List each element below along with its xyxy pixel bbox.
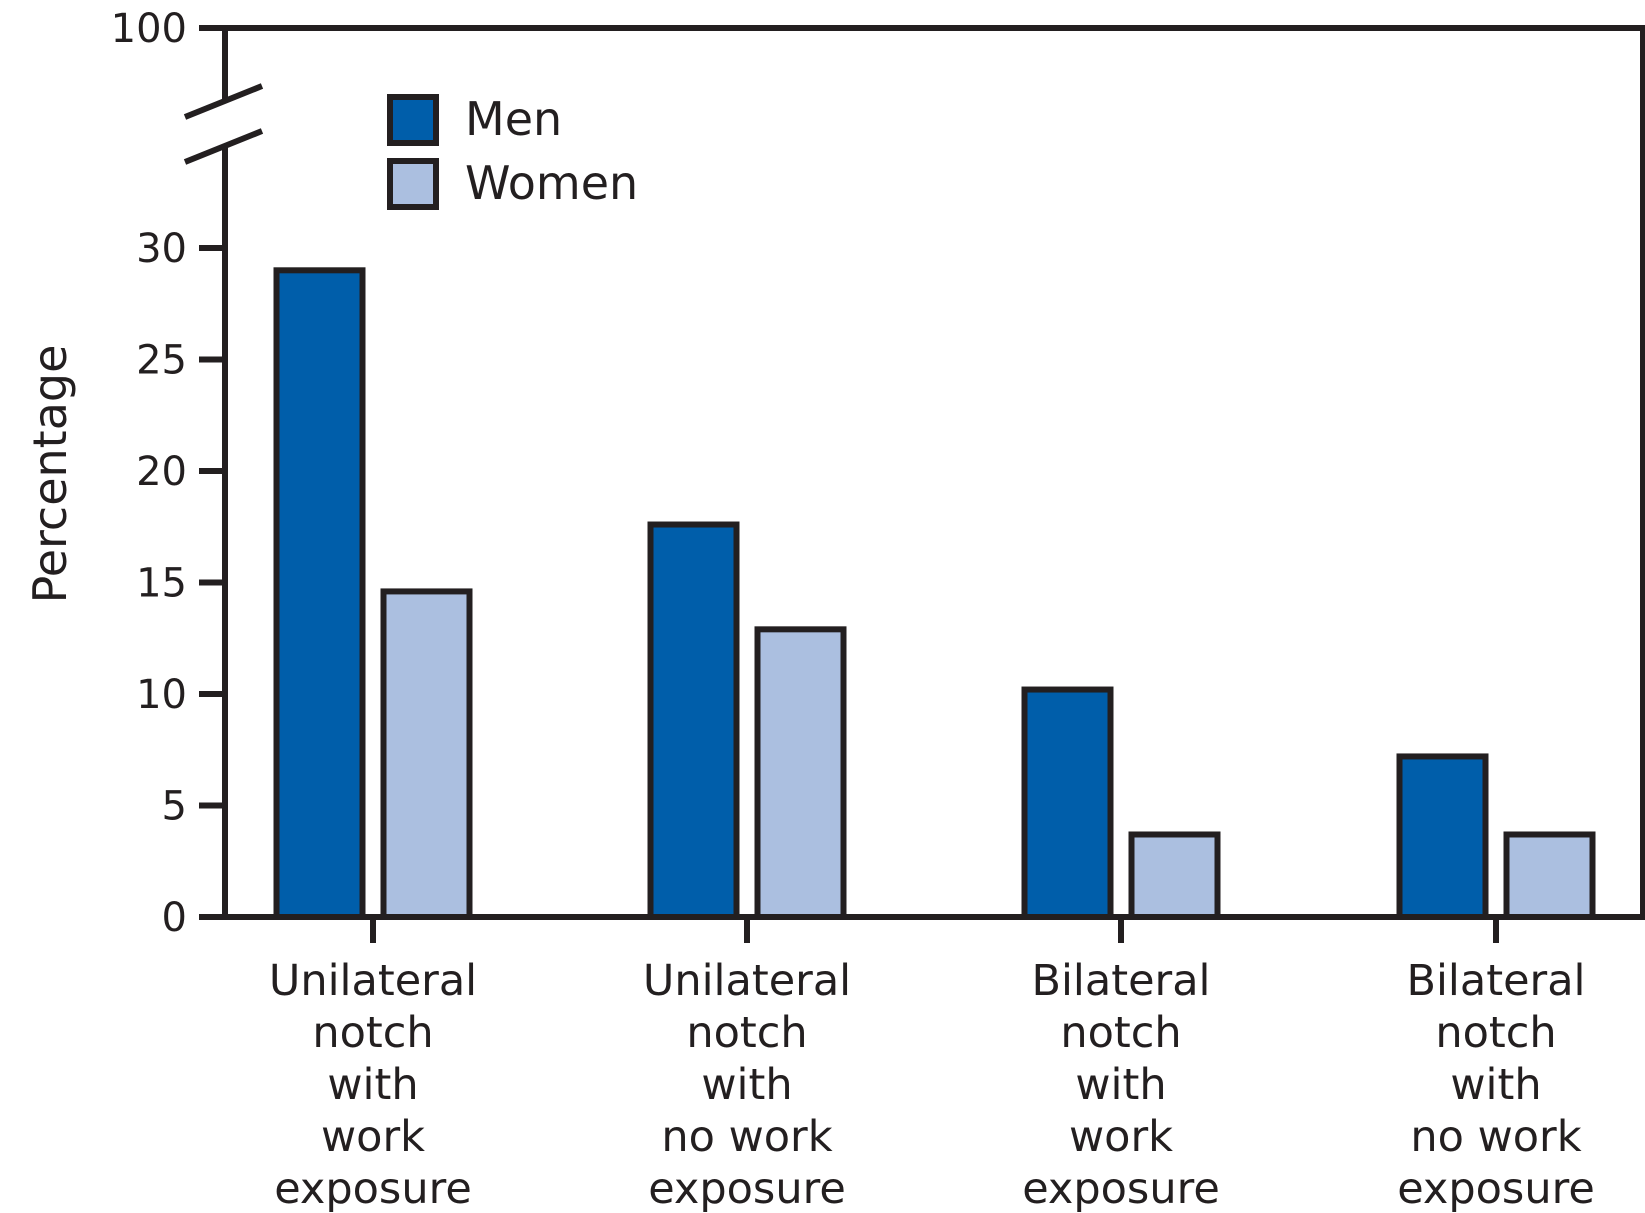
bar-women bbox=[1503, 831, 1596, 920]
x-category-label-line: Bilateral bbox=[1031, 956, 1210, 1006]
bar-men bbox=[647, 521, 740, 921]
x-category-label: Unilateral notch with work exposure bbox=[269, 956, 477, 1213]
y-tick-label: 5 bbox=[162, 784, 187, 830]
x-category-label-line: no work bbox=[661, 1112, 832, 1162]
axis-break-mark-lower bbox=[183, 128, 264, 165]
y-tick-label: 100 bbox=[111, 6, 187, 52]
y-tick-label: 20 bbox=[136, 449, 187, 495]
x-category-label-line: notch bbox=[312, 1008, 433, 1058]
y-axis-title: Percentage bbox=[23, 345, 77, 604]
x-category-label-line: with bbox=[327, 1060, 418, 1110]
legend-swatch-women bbox=[387, 158, 439, 210]
y-tick-label: 25 bbox=[136, 338, 187, 384]
x-category-label-line: Unilateral bbox=[643, 956, 851, 1006]
x-category-label-line: Bilateral bbox=[1406, 956, 1585, 1006]
x-category-label-line: work bbox=[1069, 1112, 1173, 1162]
y-tick-label: 10 bbox=[136, 672, 187, 718]
x-category-label-line: exposure bbox=[1022, 1164, 1220, 1213]
x-category-label-line: notch bbox=[1060, 1008, 1181, 1058]
x-category-label-line: notch bbox=[686, 1008, 807, 1058]
x-category-label-line: exposure bbox=[648, 1164, 846, 1213]
x-axis: Unilateral notch with work exposureUnilatera… bbox=[269, 917, 1595, 1213]
x-category-label-line: work bbox=[321, 1112, 425, 1162]
x-category-label-line: exposure bbox=[1397, 1164, 1595, 1213]
bars bbox=[273, 267, 1596, 921]
bar-men bbox=[273, 267, 366, 920]
y-tick-label: 0 bbox=[162, 895, 187, 941]
legend: Men Women bbox=[387, 92, 638, 210]
x-category-label-line: Unilateral bbox=[269, 956, 477, 1006]
x-category-label: Bilateral notch with no work exposure bbox=[1397, 956, 1595, 1213]
bar-men bbox=[1396, 753, 1489, 920]
y-tick-label: 15 bbox=[136, 561, 187, 607]
x-category-label-line: with bbox=[1450, 1060, 1541, 1110]
x-category-label-line: notch bbox=[1435, 1008, 1556, 1058]
x-category-label-line: no work bbox=[1410, 1112, 1581, 1162]
legend-label-men: Men bbox=[465, 92, 562, 146]
bar-women bbox=[1128, 831, 1221, 920]
legend-label-women: Women bbox=[465, 156, 638, 210]
x-category-label: Bilateral notch with work exposure bbox=[1022, 956, 1220, 1213]
axis-break-mark-upper bbox=[183, 83, 264, 120]
bar-women bbox=[754, 626, 847, 921]
x-category-label-line: exposure bbox=[274, 1164, 472, 1213]
x-category-label: Unilateral notch with no work exposure bbox=[643, 956, 851, 1213]
bar-men bbox=[1021, 686, 1114, 920]
legend-swatch-men bbox=[387, 94, 439, 146]
y-tick-label: 30 bbox=[136, 226, 187, 272]
y-axis: 0 5 10 15 20 25 30 100 bbox=[111, 6, 225, 941]
bar-women bbox=[380, 588, 473, 920]
x-category-label-line: with bbox=[701, 1060, 792, 1110]
x-category-label-line: with bbox=[1075, 1060, 1166, 1110]
